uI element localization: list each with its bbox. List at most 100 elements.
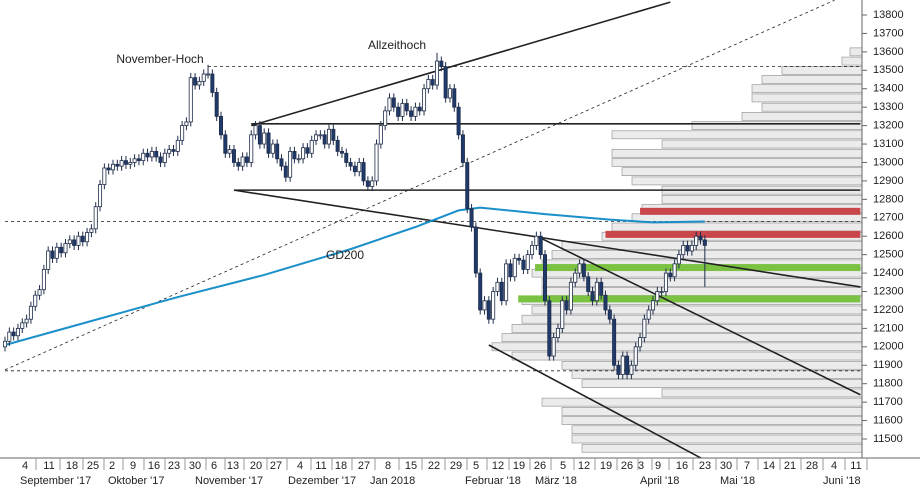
candle-body — [339, 151, 344, 154]
x-tick-label: 12 — [578, 460, 590, 472]
x-tick-label: 29 — [450, 460, 462, 472]
y-tick-label: 12800 — [873, 193, 904, 205]
candle-body — [106, 167, 111, 171]
y-tick-label: 11700 — [873, 396, 903, 408]
candle-body — [543, 254, 548, 302]
volume-bar — [571, 370, 862, 379]
y-tick-label: 12000 — [873, 341, 904, 353]
candle-body — [266, 132, 271, 154]
candle-body — [499, 281, 504, 302]
candle-body — [28, 305, 33, 320]
candle-body — [123, 160, 128, 165]
x-tick-label: 28 — [806, 460, 818, 472]
candle-body — [128, 162, 133, 165]
candle-body — [111, 163, 116, 171]
candle-body — [318, 134, 323, 137]
candle-body — [54, 246, 59, 259]
candle-body — [642, 318, 647, 339]
candle-body — [672, 263, 677, 278]
candle-body — [175, 139, 180, 152]
y-tick-label: 11800 — [873, 378, 903, 390]
x-tick-label: 12 — [492, 460, 504, 472]
y-tick-label: 13200 — [873, 120, 904, 132]
candle-body — [335, 139, 340, 152]
candle-body — [434, 60, 439, 86]
candle-body — [167, 149, 172, 154]
candle-body — [136, 158, 141, 162]
candle-body — [158, 156, 163, 163]
volume-bar — [751, 93, 862, 103]
candle-body — [409, 110, 414, 117]
candle-body — [655, 291, 660, 302]
candle-body — [659, 291, 664, 293]
annotation: Allzeithoch — [368, 38, 426, 52]
candle-body — [508, 263, 513, 278]
candle-body — [59, 246, 64, 254]
candle-body — [296, 158, 301, 161]
x-tick-label: 27 — [358, 460, 370, 472]
candle-body — [344, 152, 349, 163]
candle-body — [89, 228, 94, 233]
candle-body — [551, 337, 556, 357]
candle-body — [154, 151, 159, 158]
candle-body — [504, 263, 509, 302]
x-tick-label: 16 — [676, 460, 688, 472]
candle-body — [590, 291, 595, 302]
zone — [605, 230, 861, 238]
candle-body — [37, 289, 42, 296]
volume-bar — [741, 112, 862, 121]
month-label: Mai '18 — [720, 475, 755, 487]
candle-body — [443, 66, 448, 99]
candle-body — [663, 272, 668, 292]
candle-body — [689, 245, 694, 252]
x-tick-label: 4 — [297, 460, 303, 472]
candle-body — [80, 235, 85, 243]
candle-body — [616, 364, 621, 375]
candle-body — [530, 245, 535, 256]
candle-body — [262, 132, 267, 145]
trend-line — [233, 189, 861, 288]
trend-line — [4, 0, 835, 371]
x-tick-label: 6 — [211, 460, 217, 472]
candle-body — [67, 239, 72, 244]
candle-body — [564, 300, 569, 311]
candle-body — [223, 134, 228, 154]
volume-bar — [691, 121, 862, 130]
y-tick-label: 11500 — [873, 433, 903, 445]
moving-average — [4, 206, 705, 346]
candle-body — [236, 162, 241, 167]
candle-body — [599, 281, 604, 296]
candle-body — [534, 235, 539, 246]
candle-body — [383, 110, 388, 127]
annotation: November-Hoch — [116, 52, 203, 66]
candle-body — [646, 309, 651, 320]
candle-body — [525, 254, 530, 270]
candle-body — [72, 239, 77, 246]
candle-body — [132, 158, 137, 163]
y-tick-label: 13100 — [873, 138, 904, 150]
candle-body — [495, 281, 500, 292]
y-tick-label: 12900 — [873, 175, 904, 187]
y-tick-label: 11900 — [873, 359, 903, 371]
month-label: März '18 — [535, 475, 577, 487]
candle-body — [93, 206, 98, 230]
candle-body — [685, 245, 690, 252]
candle-body — [141, 152, 146, 162]
x-tick-label: 21 — [784, 460, 796, 472]
candle-body — [633, 346, 638, 366]
y-tick-label: 12100 — [873, 322, 904, 334]
month-label: September '17 — [20, 475, 91, 487]
candle-body — [426, 79, 431, 90]
volume-bar — [541, 397, 862, 407]
x-tick-label: 11 — [850, 460, 861, 472]
candle-body — [244, 156, 249, 163]
x-tick-label: 20 — [250, 460, 262, 472]
y-tick-label: 11600 — [873, 414, 903, 426]
y-tick-label: 12600 — [873, 230, 904, 242]
candle-body — [547, 300, 552, 357]
month-label: Jan 2018 — [370, 475, 415, 487]
candle-body — [517, 257, 522, 261]
candle-body — [270, 143, 275, 154]
month-label: November '17 — [195, 475, 263, 487]
candle-body — [417, 106, 422, 112]
